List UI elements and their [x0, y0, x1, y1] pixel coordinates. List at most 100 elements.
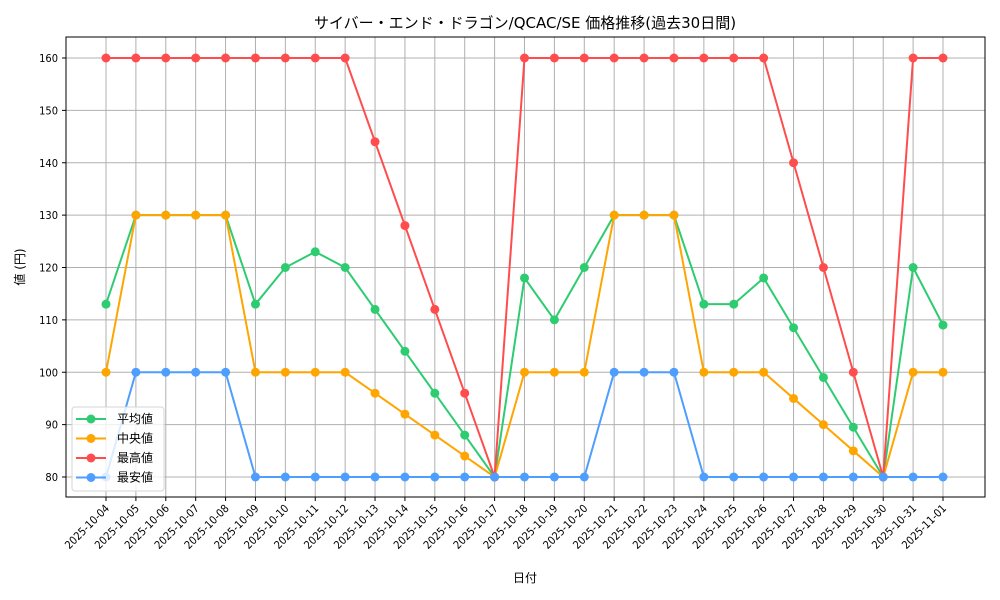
y-tick-label: 150 — [39, 104, 58, 117]
data-point — [579, 263, 589, 272]
data-point — [221, 53, 231, 63]
data-point — [609, 367, 619, 377]
data-point — [340, 367, 350, 377]
data-point — [221, 367, 231, 377]
data-point — [789, 393, 799, 403]
legend-item: 最高値 — [76, 450, 153, 465]
y-tick-label: 140 — [39, 157, 58, 170]
data-point — [908, 263, 918, 272]
data-point — [161, 367, 171, 377]
data-point — [460, 472, 470, 482]
data-point — [669, 210, 679, 220]
legend-item: 最安値 — [76, 470, 153, 485]
data-point — [729, 299, 739, 309]
data-point — [101, 299, 111, 309]
data-point — [310, 53, 320, 63]
x-axis-ticks: 2025-10-042025-10-052025-10-062025-10-07… — [62, 497, 949, 552]
data-point — [430, 304, 440, 314]
data-point — [161, 210, 171, 220]
x-axis-label: 日付 — [513, 571, 537, 585]
legend-label: 中央値 — [117, 431, 153, 446]
data-point — [310, 247, 320, 257]
legend-item: 平均値 — [76, 411, 153, 426]
legend-label: 最安値 — [117, 470, 153, 485]
data-point — [250, 299, 260, 309]
data-point — [520, 367, 529, 377]
data-point — [250, 367, 260, 377]
data-point — [400, 221, 410, 231]
data-point — [549, 367, 559, 377]
data-point — [699, 299, 709, 309]
y-tick-label: 130 — [39, 209, 58, 222]
data-point — [191, 367, 201, 377]
data-point — [699, 53, 709, 63]
data-point — [609, 210, 619, 220]
data-point — [759, 472, 769, 482]
data-point — [460, 430, 470, 440]
y-tick-label: 100 — [39, 366, 58, 379]
data-point — [579, 53, 589, 63]
data-point — [370, 388, 380, 398]
data-point — [131, 210, 141, 220]
data-point — [400, 346, 410, 356]
data-point — [848, 422, 858, 432]
y-axis-ticks: 80 90 100 110 120 130 140 150 160 — [39, 52, 66, 484]
data-point — [310, 472, 320, 482]
data-point — [938, 320, 948, 330]
data-point — [131, 367, 141, 377]
data-point — [161, 53, 171, 63]
data-point — [460, 388, 470, 398]
data-point — [101, 53, 111, 63]
y-tick-label: 160 — [39, 52, 58, 65]
data-point — [729, 53, 739, 63]
series-2 — [101, 53, 948, 482]
data-point — [280, 367, 290, 377]
data-point — [370, 304, 380, 314]
data-point — [430, 430, 440, 440]
data-point — [400, 409, 410, 419]
data-point — [669, 367, 679, 377]
data-point — [908, 367, 918, 377]
data-point — [221, 210, 231, 220]
data-point — [848, 367, 858, 377]
data-point — [340, 472, 350, 482]
data-point — [400, 472, 410, 482]
y-tick-label: 90 — [45, 419, 58, 432]
data-point — [938, 472, 948, 482]
data-point — [818, 263, 828, 272]
data-point — [759, 273, 769, 283]
data-point — [549, 53, 559, 63]
data-point — [520, 53, 529, 63]
grid-lines — [66, 37, 985, 497]
data-point — [848, 472, 858, 482]
legend-item: 中央値 — [76, 431, 153, 446]
data-point — [848, 446, 858, 456]
series-3 — [101, 367, 948, 482]
data-point — [191, 53, 201, 63]
data-point — [818, 472, 828, 482]
data-point — [250, 472, 260, 482]
data-point — [938, 367, 948, 377]
data-point — [639, 367, 649, 377]
data-point — [430, 388, 440, 398]
y-axis-label: 値 (円) — [12, 248, 27, 285]
data-point — [818, 420, 828, 430]
data-point — [609, 53, 619, 63]
data-point — [340, 263, 350, 272]
legend-label: 最高値 — [117, 450, 153, 465]
series-lines — [101, 53, 948, 482]
data-point — [490, 472, 500, 482]
data-point — [460, 451, 470, 461]
legend-label: 平均値 — [117, 411, 153, 426]
data-point — [310, 367, 320, 377]
data-point — [370, 472, 380, 482]
chart-title: サイバー・エンド・ドラゴン/QCAC/SE 価格推移(過去30日間) — [314, 14, 736, 32]
data-point — [370, 137, 380, 147]
data-point — [729, 367, 739, 377]
data-point — [250, 53, 260, 63]
data-point — [669, 53, 679, 63]
data-point — [520, 472, 529, 482]
data-point — [579, 367, 589, 377]
